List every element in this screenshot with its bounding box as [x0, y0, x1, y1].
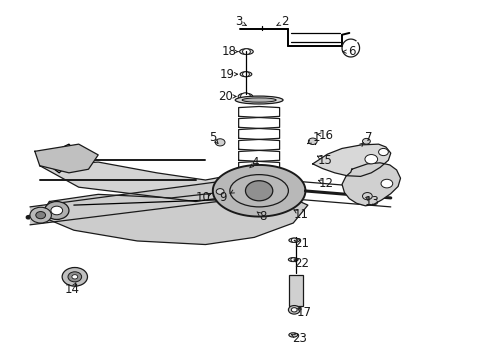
- Text: 8: 8: [259, 210, 266, 223]
- Circle shape: [362, 138, 369, 144]
- Ellipse shape: [235, 96, 283, 104]
- Circle shape: [378, 148, 387, 156]
- Text: 5: 5: [209, 131, 216, 144]
- Circle shape: [245, 181, 272, 201]
- Circle shape: [72, 275, 78, 279]
- FancyArrowPatch shape: [28, 194, 212, 217]
- Circle shape: [362, 193, 371, 200]
- Ellipse shape: [238, 93, 252, 100]
- Text: 9: 9: [219, 191, 226, 204]
- Circle shape: [242, 72, 249, 77]
- Text: 6: 6: [347, 45, 355, 58]
- Text: 2: 2: [280, 15, 287, 28]
- Circle shape: [291, 238, 297, 242]
- Text: 10: 10: [195, 191, 210, 204]
- Circle shape: [380, 179, 392, 188]
- Polygon shape: [40, 191, 307, 244]
- Text: 14: 14: [65, 283, 80, 296]
- Circle shape: [288, 306, 300, 314]
- Ellipse shape: [288, 238, 299, 242]
- Bar: [288, 275, 302, 306]
- Polygon shape: [212, 165, 305, 217]
- Circle shape: [215, 139, 224, 146]
- Circle shape: [44, 202, 69, 220]
- Text: 4: 4: [251, 156, 259, 169]
- Circle shape: [364, 154, 377, 164]
- Text: 20: 20: [218, 90, 233, 103]
- Circle shape: [290, 258, 295, 261]
- Circle shape: [62, 267, 87, 286]
- Ellipse shape: [239, 49, 253, 54]
- Text: 15: 15: [317, 154, 332, 167]
- Text: 7: 7: [365, 131, 372, 144]
- Text: 1: 1: [312, 131, 320, 144]
- Text: 23: 23: [291, 332, 306, 345]
- Text: 12: 12: [318, 177, 333, 190]
- Circle shape: [308, 138, 317, 144]
- Text: 19: 19: [220, 68, 234, 81]
- Circle shape: [291, 308, 297, 312]
- Text: 22: 22: [294, 257, 309, 270]
- Circle shape: [36, 212, 45, 219]
- Polygon shape: [341, 163, 400, 206]
- Circle shape: [216, 189, 224, 194]
- Ellipse shape: [288, 258, 298, 262]
- Ellipse shape: [242, 98, 276, 102]
- Text: 21: 21: [294, 237, 309, 250]
- Text: 16: 16: [318, 129, 333, 142]
- Polygon shape: [40, 144, 79, 173]
- Circle shape: [242, 49, 250, 54]
- Circle shape: [30, 207, 51, 223]
- Circle shape: [51, 206, 62, 215]
- Polygon shape: [30, 182, 217, 225]
- Text: 17: 17: [296, 306, 311, 319]
- Text: 13: 13: [364, 195, 379, 208]
- Polygon shape: [35, 144, 98, 173]
- Circle shape: [68, 272, 81, 282]
- Ellipse shape: [240, 72, 251, 77]
- Circle shape: [240, 93, 250, 100]
- Ellipse shape: [288, 333, 297, 337]
- Text: 11: 11: [293, 208, 308, 221]
- Polygon shape: [312, 144, 390, 176]
- Polygon shape: [40, 162, 268, 202]
- Text: 3: 3: [234, 15, 242, 28]
- Text: 18: 18: [221, 45, 236, 58]
